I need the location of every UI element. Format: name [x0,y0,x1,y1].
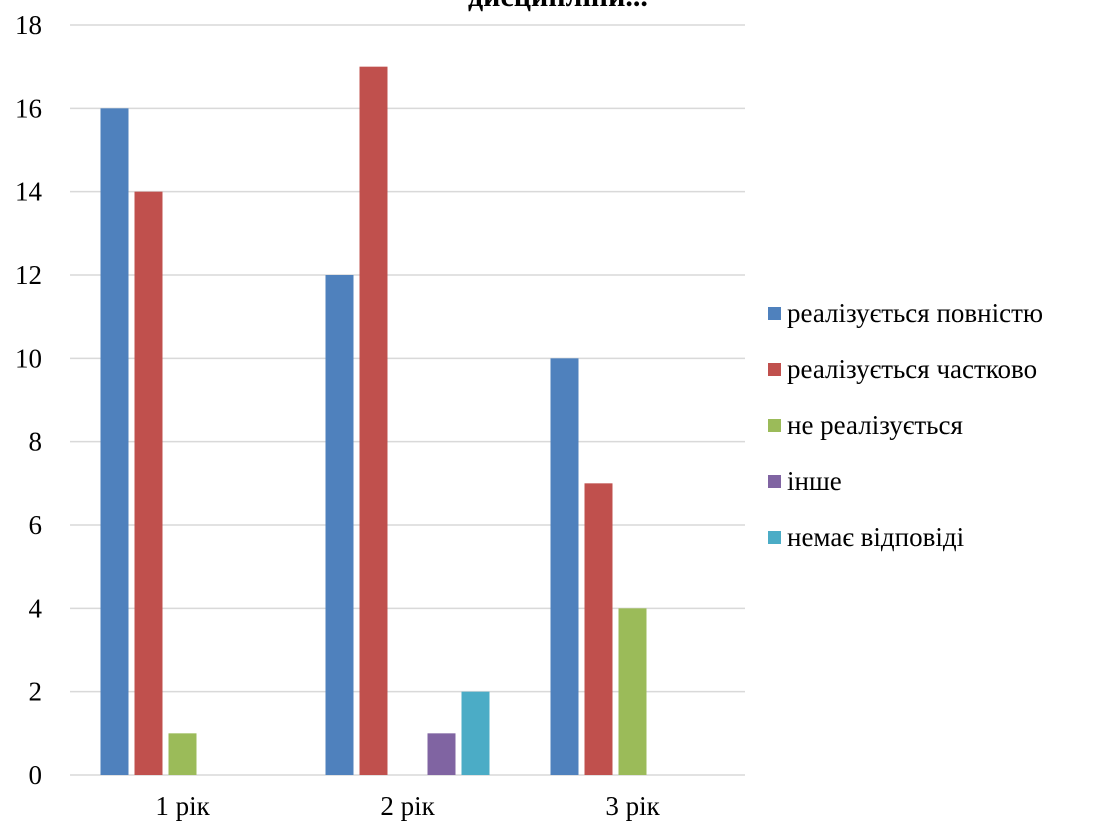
chart-title: дисципліни... [468,0,648,14]
legend-swatch [768,307,781,320]
legend: реалізується повністю реалізується частко… [768,296,1043,576]
bar [359,66,388,775]
y-tick-label: 4 [29,593,43,623]
y-tick-label: 6 [29,510,43,540]
legend-swatch [768,475,781,488]
legend-item: інше [768,464,1043,499]
legend-swatch [768,419,781,432]
legend-swatch [768,531,781,544]
y-axis-ticks: 0 2 4 6 8 10 12 14 16 18 [15,10,43,790]
x-tick-label: 1 рік [155,791,210,821]
bar [100,108,129,776]
bar [618,608,647,775]
x-tick-label: 2 рік [380,791,435,821]
legend-swatch [768,363,781,376]
legend-label: не реалізується [787,410,963,440]
legend-label: реалізується частково [787,354,1038,384]
y-tick-label: 16 [15,93,42,123]
bar [325,275,354,775]
bar [168,733,197,775]
legend-item: немає відповіді [768,520,1043,555]
bar [550,358,579,775]
legend-item: не реалізується [768,408,1043,443]
bar [134,191,163,775]
y-tick-label: 12 [15,260,42,290]
y-tick-label: 14 [15,177,43,207]
y-tick-label: 0 [29,760,43,790]
bars [100,66,647,776]
legend-item: реалізується повністю [768,296,1043,331]
bar [461,691,490,775]
y-tick-label: 8 [29,427,43,457]
legend-label: немає відповіді [787,522,965,552]
y-tick-label: 2 [29,677,43,707]
bar [427,733,456,775]
legend-item: реалізується частково [768,352,1043,387]
y-tick-label: 18 [15,10,42,40]
legend-label: інше [787,466,842,496]
y-tick-label: 10 [15,343,42,373]
bar [584,483,613,775]
x-axis-ticks: 1 рік 2 рік 3 рік [155,791,660,821]
x-tick-label: 3 рік [605,791,660,821]
legend-label: реалізується повністю [787,298,1044,328]
